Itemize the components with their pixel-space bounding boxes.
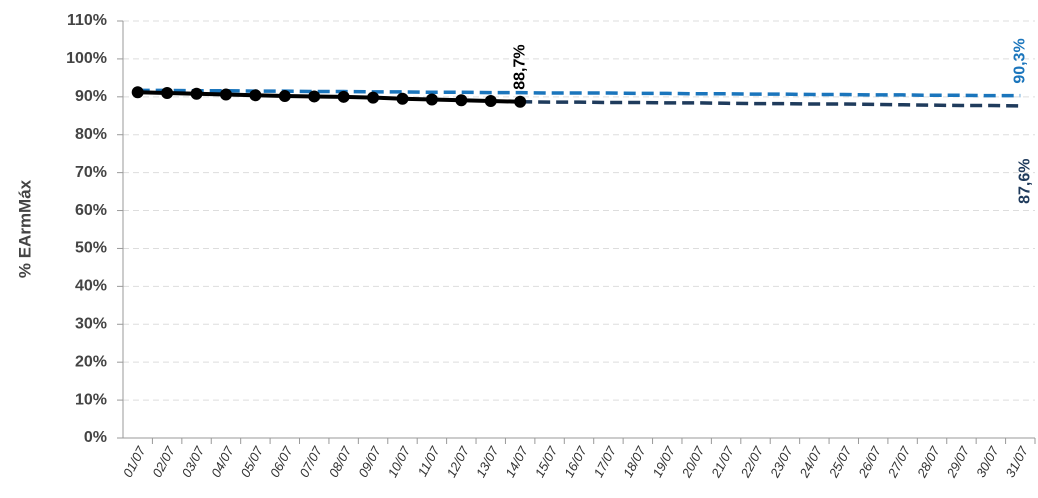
marker [219, 88, 232, 101]
data-label: 90,3% [1012, 38, 1029, 83]
x-tick-label: 16/07 [561, 443, 590, 479]
marker [131, 86, 144, 99]
marker [367, 91, 380, 104]
x-tick-label: 15/07 [532, 443, 561, 479]
y-tick-label: 0% [84, 429, 107, 446]
x-tick-label: 14/07 [502, 443, 531, 479]
x-tick-label: 04/07 [208, 443, 237, 479]
x-tick-label: 17/07 [591, 443, 620, 479]
marker [396, 92, 409, 105]
y-tick-label: 80% [75, 126, 107, 143]
x-tick-label: 02/07 [149, 443, 178, 479]
marker [278, 90, 291, 103]
x-tick-label: 27/07 [884, 443, 913, 480]
x-tick-label: 22/07 [737, 443, 766, 480]
x-tick-label: 21/07 [708, 443, 737, 480]
marker [455, 94, 468, 107]
data-label: 88,7% [511, 44, 528, 89]
y-tick-label: 110% [67, 12, 107, 29]
x-tick-label: 12/07 [443, 443, 472, 479]
x-tick-label: 10/07 [385, 443, 414, 479]
x-tick-label: 01/07 [120, 443, 149, 479]
marker [249, 89, 262, 102]
x-tick-label: 26/07 [855, 443, 884, 480]
marker [190, 87, 203, 100]
y-tick-label: 30% [75, 315, 107, 332]
x-tick-label: 23/07 [767, 443, 796, 480]
y-tick-label: 10% [75, 391, 107, 408]
x-tick-label: 20/07 [678, 443, 707, 480]
y-tick-label: 50% [75, 240, 107, 257]
y-tick-label: 40% [75, 278, 107, 295]
x-tick-label: 11/07 [415, 443, 443, 479]
x-tick-label: 03/07 [179, 443, 208, 479]
x-tick-label: 06/07 [267, 443, 296, 479]
x-tick-label: 09/07 [355, 443, 384, 479]
x-tick-label: 13/07 [473, 443, 502, 479]
marker [425, 93, 438, 106]
y-tick-label: 90% [75, 88, 107, 105]
marker [308, 90, 321, 103]
series-line [520, 99, 1021, 108]
marker [161, 87, 174, 100]
x-tick-label: 08/07 [326, 443, 355, 479]
y-tick-label: 100% [66, 50, 107, 67]
x-tick-label: 19/07 [649, 443, 678, 479]
y-axis-title: % EArmMáx [15, 179, 34, 278]
x-tick-label: 28/07 [914, 443, 943, 480]
x-tick-label: 07/07 [296, 443, 325, 479]
marker [514, 95, 527, 108]
y-tick-label: 20% [75, 353, 107, 370]
x-tick-label: 18/07 [620, 443, 649, 479]
marker [337, 90, 350, 103]
x-tick-label: 25/07 [825, 443, 854, 480]
marker [484, 94, 497, 107]
data-label: 87,6% [1017, 159, 1034, 204]
x-tick-label: 30/07 [973, 443, 1002, 479]
x-tick-label: 31/07 [1002, 443, 1031, 479]
y-tick-label: 70% [75, 164, 107, 181]
x-tick-label: 24/07 [796, 443, 825, 480]
x-tick-label: 05/07 [238, 443, 267, 479]
x-tick-label: 29/07 [943, 443, 972, 480]
y-tick-label: 60% [75, 202, 107, 219]
